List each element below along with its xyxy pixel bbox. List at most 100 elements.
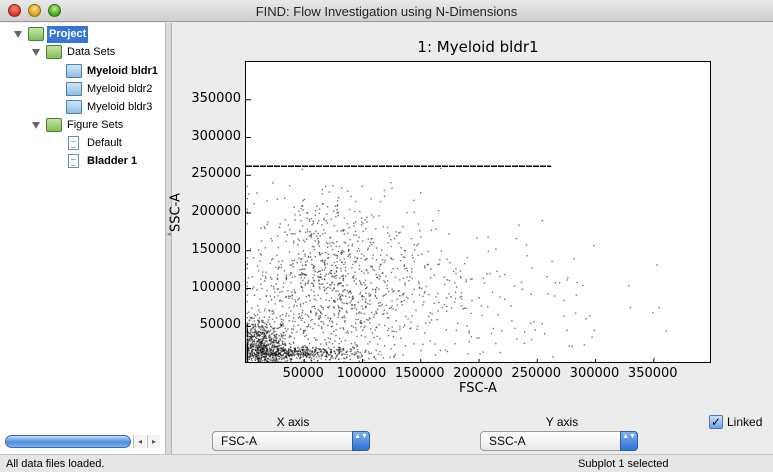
scatter-point (275, 358, 277, 360)
scatter-point (327, 347, 330, 349)
scatter-point (342, 277, 345, 279)
scatter-point (275, 351, 277, 353)
scrollbar-thumb[interactable] (5, 435, 131, 448)
scatter-point (273, 312, 275, 314)
scatter-point (333, 210, 335, 212)
scatter-point (383, 309, 385, 311)
scatter-point (271, 360, 273, 362)
scatter-point (349, 348, 351, 350)
scatter-point (282, 325, 285, 327)
scatter-point (286, 356, 288, 358)
scatter-point (285, 296, 287, 298)
scatter-point (269, 353, 271, 355)
scatter-plot[interactable] (245, 61, 711, 363)
scatter-point (324, 288, 326, 291)
scatter-point (263, 336, 265, 338)
scatter-point (350, 195, 352, 198)
pane-splitter[interactable]: ◂ (166, 23, 172, 454)
scatter-point (329, 348, 331, 351)
scatter-point (284, 356, 286, 358)
scatter-point (246, 257, 248, 259)
scatter-point (343, 302, 345, 304)
scatter-point (357, 247, 360, 250)
scatter-point (246, 343, 248, 345)
scatter-point (318, 316, 320, 318)
scatter-point (280, 347, 282, 349)
scatter-point (293, 304, 295, 306)
scatter-point (286, 234, 288, 236)
scatter-point (306, 349, 308, 352)
scatter-point (316, 205, 318, 207)
scatter-point (382, 226, 385, 228)
scatter-point (278, 355, 280, 358)
scatter-point (251, 317, 253, 320)
scatter-point (476, 337, 478, 339)
scatter-point (322, 202, 324, 205)
scatter-point (280, 339, 282, 341)
scatter-point (332, 357, 334, 359)
scatter-point (352, 353, 354, 355)
scatter-point (336, 355, 338, 357)
scatter-point (364, 219, 366, 221)
scatter-point (438, 301, 440, 304)
scatter-point (341, 307, 344, 310)
x-axis-select[interactable]: FSC-A ▲▼ (212, 431, 370, 451)
scatter-point (318, 251, 320, 254)
scatter-point (353, 275, 355, 277)
scroll-right-button[interactable]: ▸ (147, 435, 160, 448)
scatter-point (327, 337, 330, 339)
scatter-point (275, 342, 277, 344)
scatter-point (272, 352, 274, 355)
y-axis-select[interactable]: SSC-A ▲▼ (480, 431, 638, 451)
minimize-window-button[interactable] (28, 4, 41, 17)
scatter-point (263, 348, 265, 351)
scatter-point (318, 245, 321, 247)
scatter-point (257, 344, 260, 346)
scatter-point (280, 344, 282, 346)
scatter-point (301, 168, 304, 170)
scatter-point (279, 299, 281, 301)
scatter-point (275, 356, 277, 358)
sidebar-horizontal-scrollbar[interactable]: ◂ ▸ (5, 435, 161, 448)
scatter-point (290, 354, 292, 357)
scatter-point (410, 327, 412, 329)
scatter-point (286, 360, 288, 362)
scatter-point (292, 263, 294, 265)
scatter-point (252, 343, 254, 346)
scatter-point (317, 276, 320, 279)
scatter-point (330, 349, 332, 351)
scatter-point (380, 263, 382, 265)
select-stepper-icon[interactable]: ▲▼ (620, 431, 638, 451)
scatter-point (265, 331, 267, 333)
scatter-point (321, 326, 323, 328)
scatter-point (263, 358, 266, 361)
close-window-button[interactable] (8, 4, 21, 17)
zoom-window-button[interactable] (48, 4, 61, 17)
scatter-point (523, 331, 526, 333)
select-stepper-icon[interactable]: ▲▼ (352, 431, 370, 451)
scatter-point (495, 342, 497, 345)
scatter-point (318, 324, 320, 327)
scatter-point (356, 345, 358, 348)
scatter-point (252, 356, 255, 358)
disclosure-triangle-icon[interactable] (32, 49, 40, 56)
linked-checkbox[interactable]: ✓ (709, 415, 723, 429)
scatter-point (365, 287, 368, 289)
scatter-point (271, 318, 274, 320)
scatter-point (264, 342, 266, 344)
scatter-point (246, 356, 248, 358)
disclosure-triangle-icon[interactable] (14, 31, 22, 38)
scatter-point (343, 361, 345, 362)
scatter-point (295, 361, 297, 362)
scatter-point (259, 331, 262, 333)
scatter-point (318, 355, 320, 358)
scatter-point (320, 358, 322, 360)
scroll-left-button[interactable]: ◂ (133, 435, 146, 448)
scatter-point (335, 277, 337, 279)
scatter-point (392, 308, 394, 310)
disclosure-triangle-icon[interactable] (32, 122, 40, 129)
scatter-point (282, 286, 284, 288)
scatter-point (277, 327, 279, 329)
scatter-point (424, 290, 426, 293)
